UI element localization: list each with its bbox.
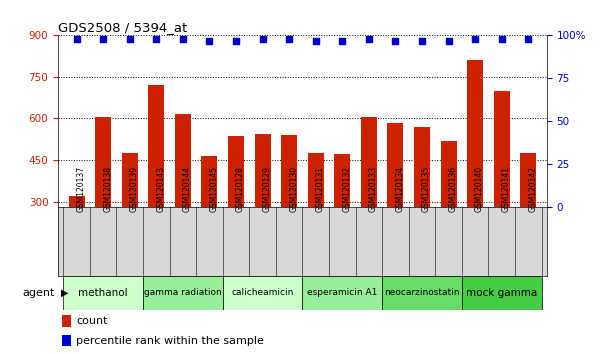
Text: GDS2508 / 5394_at: GDS2508 / 5394_at [58,21,188,34]
Text: GSM120135: GSM120135 [422,166,431,212]
Text: count: count [76,316,108,326]
Text: percentile rank within the sample: percentile rank within the sample [76,336,264,346]
Text: esperamicin A1: esperamicin A1 [307,289,378,297]
Point [152,36,161,42]
Bar [223,276,302,310]
Text: GSM120145: GSM120145 [210,166,219,212]
Point [205,38,214,44]
Point [524,36,533,42]
Bar [494,91,510,285]
Text: GSM120134: GSM120134 [395,166,404,212]
Text: GSM120132: GSM120132 [342,166,351,212]
Text: GSM120130: GSM120130 [289,166,298,212]
Text: GSM120131: GSM120131 [316,166,324,212]
Bar [462,276,541,310]
Bar [202,156,218,285]
Point [98,36,108,42]
Text: GSM120143: GSM120143 [156,166,166,212]
Text: GSM120141: GSM120141 [502,166,511,212]
Text: ▶: ▶ [61,288,68,298]
Text: GSM120142: GSM120142 [529,166,537,212]
Point [311,38,321,44]
Bar [467,60,483,285]
Text: neocarzinostatin: neocarzinostatin [384,289,459,297]
Bar [361,117,377,285]
Bar [95,117,111,285]
Point [284,36,294,42]
Text: GSM120144: GSM120144 [183,166,192,212]
Text: calicheamicin: calicheamicin [232,289,294,297]
Point [71,36,81,42]
Bar [387,122,403,285]
Point [390,38,400,44]
Text: GSM120128: GSM120128 [236,166,245,212]
Text: GSM120140: GSM120140 [475,166,484,212]
Bar [414,127,430,285]
Point [470,36,480,42]
Bar [68,196,84,285]
Point [125,36,134,42]
Text: mock gamma: mock gamma [466,288,537,298]
Text: GSM120138: GSM120138 [103,166,112,212]
Text: GSM120139: GSM120139 [130,166,139,212]
Point [364,36,374,42]
Text: agent: agent [23,288,55,298]
Point [444,38,453,44]
Text: methanol: methanol [78,288,128,298]
Text: gamma radiation: gamma radiation [144,289,222,297]
Bar [143,276,223,310]
Bar [64,276,143,310]
Point [497,36,507,42]
Bar [281,135,297,285]
Point [178,36,188,42]
Point [258,36,268,42]
Point [231,38,241,44]
Text: GSM120136: GSM120136 [448,166,458,212]
Bar [148,85,164,285]
Bar [62,315,71,327]
Bar [441,141,456,285]
Text: GSM120129: GSM120129 [263,166,272,212]
Bar [521,153,536,285]
Bar [308,153,324,285]
Text: GSM120137: GSM120137 [76,166,86,212]
Text: GSM120133: GSM120133 [369,166,378,212]
Bar [382,276,462,310]
Bar [255,134,271,285]
Bar [228,137,244,285]
Bar [175,114,191,285]
Bar [334,154,350,285]
Bar [62,335,71,346]
Bar [122,153,137,285]
Point [337,38,347,44]
Point [417,38,427,44]
Bar [302,276,382,310]
